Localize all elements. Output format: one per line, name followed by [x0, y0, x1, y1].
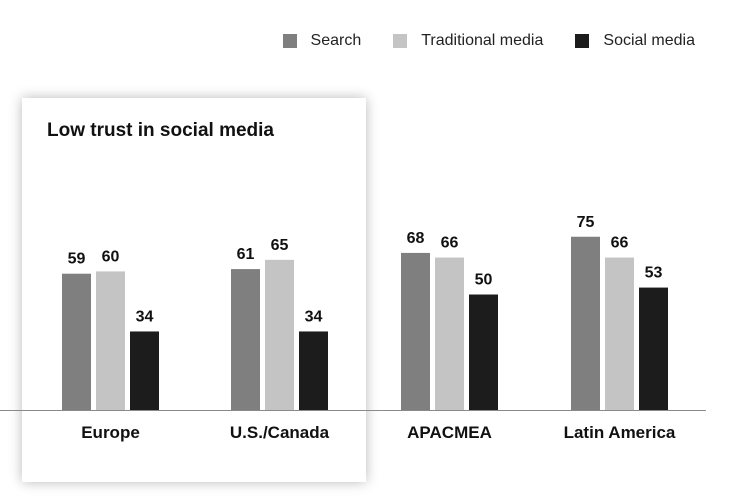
- value-label-latin-america-social-media: 53: [645, 265, 663, 282]
- category-label-europe: Europe: [81, 423, 140, 442]
- legend-label-social-media: Social media: [603, 32, 695, 49]
- highlight-title: Low trust in social media: [47, 120, 274, 141]
- legend-label-traditional-media: Traditional media: [421, 32, 544, 49]
- value-labels-group: 59 60 34 61 65 34 68 66 50 75 66 53: [68, 214, 663, 326]
- legend: Search Traditional media Social media: [282, 32, 695, 50]
- value-label-latin-america-traditional-media: 66: [611, 235, 629, 252]
- bars-group: [62, 236, 668, 410]
- category-label-u-s-canada: U.S./Canada: [230, 423, 330, 442]
- value-label-europe-social-media: 34: [136, 308, 154, 325]
- legend-swatch-search: [282, 34, 297, 48]
- legend-swatch-traditional-media: [393, 34, 408, 48]
- bar-u-s-canada-search: [231, 269, 260, 410]
- legend-item-traditional-media: Traditional media: [393, 32, 543, 50]
- legend-label-search: Search: [310, 32, 362, 49]
- value-label-europe-traditional-media: 60: [102, 248, 120, 265]
- bar-europe-social-media: [130, 331, 159, 410]
- bar-u-s-canada-social-media: [299, 331, 328, 410]
- bar-latin-america-social-media: [639, 287, 668, 410]
- bar-europe-traditional-media: [96, 271, 125, 410]
- legend-swatch-social-media: [575, 34, 590, 48]
- legend-item-social-media: Social media: [575, 32, 695, 50]
- bar-europe-search: [62, 273, 91, 410]
- bar-latin-america-search: [571, 236, 600, 410]
- value-label-u-s-canada-search: 61: [237, 246, 255, 263]
- category-label-apacmea: APACMEA: [407, 423, 492, 442]
- bar-apacmea-social-media: [469, 294, 498, 410]
- value-label-u-s-canada-traditional-media: 65: [271, 237, 289, 254]
- bar-latin-america-traditional-media: [605, 257, 634, 410]
- value-label-latin-america-search: 75: [577, 214, 595, 231]
- category-labels-group: Europe U.S./Canada APACMEA Latin America: [81, 423, 676, 442]
- value-label-europe-search: 59: [68, 251, 86, 268]
- value-label-u-s-canada-social-media: 34: [305, 308, 323, 325]
- bar-u-s-canada-traditional-media: [265, 259, 294, 410]
- bar-apacmea-search: [401, 252, 430, 410]
- bar-apacmea-traditional-media: [435, 257, 464, 410]
- category-label-latin-america: Latin America: [564, 423, 676, 442]
- legend-item-search: Search: [282, 32, 362, 50]
- value-label-apacmea-search: 68: [407, 230, 425, 247]
- value-label-apacmea-social-media: 50: [475, 272, 493, 289]
- value-label-apacmea-traditional-media: 66: [441, 235, 459, 252]
